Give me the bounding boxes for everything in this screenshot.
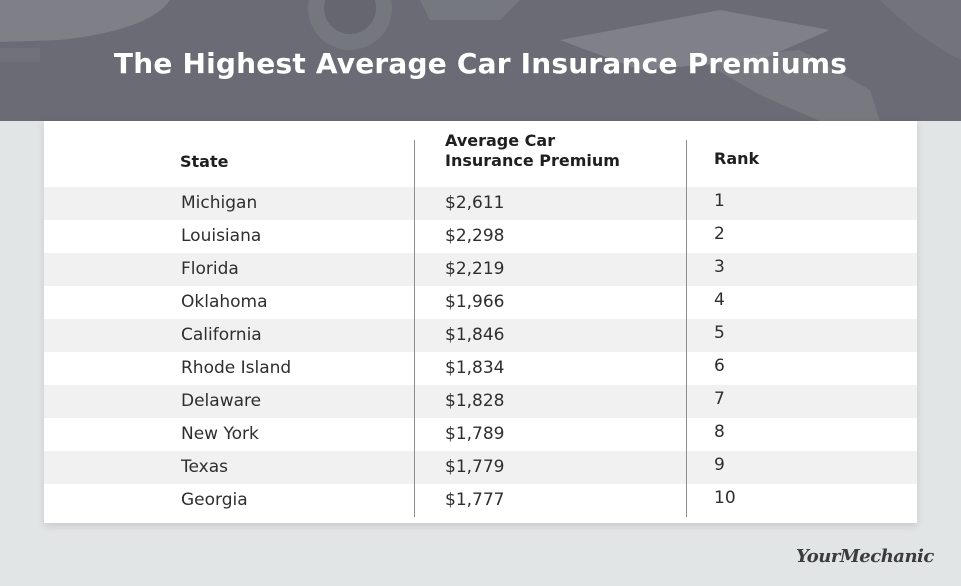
state-cell: Michigan (181, 193, 258, 213)
rank-cell: 4 (714, 290, 725, 310)
premium-cell: $2,219 (445, 259, 505, 279)
column-divider (686, 140, 687, 517)
rank-cell: 9 (714, 455, 725, 475)
premium-cell: $2,611 (445, 193, 505, 213)
table-row: Michigan $2,611 1 (44, 187, 917, 220)
table-row: Georgia $1,777 10 (44, 484, 917, 517)
column-divider (414, 140, 415, 517)
state-cell: Rhode Island (181, 358, 292, 378)
premiums-table: Michigan $2,611 1 Louisiana $2,298 2 Flo… (44, 121, 917, 523)
table-row: Oklahoma $1,966 4 (44, 286, 917, 319)
column-header-premium-line2: Insurance Premium (445, 151, 620, 170)
column-header-premium-line1: Average Car (445, 131, 556, 150)
premium-cell: $1,828 (445, 391, 505, 411)
table-row: New York $1,789 8 (44, 418, 917, 451)
table-row: Florida $2,219 3 (44, 253, 917, 286)
table-row: Rhode Island $1,834 6 (44, 352, 917, 385)
rank-cell: 5 (714, 323, 725, 343)
rank-cell: 1 (714, 191, 725, 211)
rank-cell: 2 (714, 224, 725, 244)
column-header-premium: Average Car Insurance Premium (445, 131, 675, 171)
table-row: Delaware $1,828 7 (44, 385, 917, 418)
premium-cell: $1,779 (445, 457, 505, 477)
premium-cell: $2,298 (445, 226, 505, 246)
rank-cell: 10 (714, 488, 736, 508)
header-banner: The Highest Average Car Insurance Premiu… (0, 0, 961, 121)
table-row: California $1,846 5 (44, 319, 917, 352)
premium-cell: $1,789 (445, 424, 505, 444)
rank-cell: 7 (714, 389, 725, 409)
column-header-state: State (180, 152, 229, 171)
premium-cell: $1,777 (445, 490, 505, 510)
table-row: Texas $1,779 9 (44, 451, 917, 484)
state-cell: Texas (181, 457, 228, 477)
rank-cell: 8 (714, 422, 725, 442)
state-cell: Georgia (181, 490, 248, 510)
state-cell: Florida (181, 259, 239, 279)
brand-logo: YourMechanic (796, 546, 934, 567)
rank-cell: 6 (714, 356, 725, 376)
rank-cell: 3 (714, 257, 725, 277)
page-title: The Highest Average Car Insurance Premiu… (113, 47, 848, 80)
state-cell: Louisiana (181, 226, 262, 246)
state-cell: California (181, 325, 262, 345)
state-cell: Delaware (181, 391, 262, 411)
premium-cell: $1,846 (445, 325, 505, 345)
premium-cell: $1,834 (445, 358, 505, 378)
table-row: Louisiana $2,298 2 (44, 220, 917, 253)
column-header-rank: Rank (714, 149, 760, 168)
state-cell: Oklahoma (181, 292, 268, 312)
state-cell: New York (181, 424, 259, 444)
car-background-photo (0, 0, 961, 121)
premium-cell: $1,966 (445, 292, 505, 312)
